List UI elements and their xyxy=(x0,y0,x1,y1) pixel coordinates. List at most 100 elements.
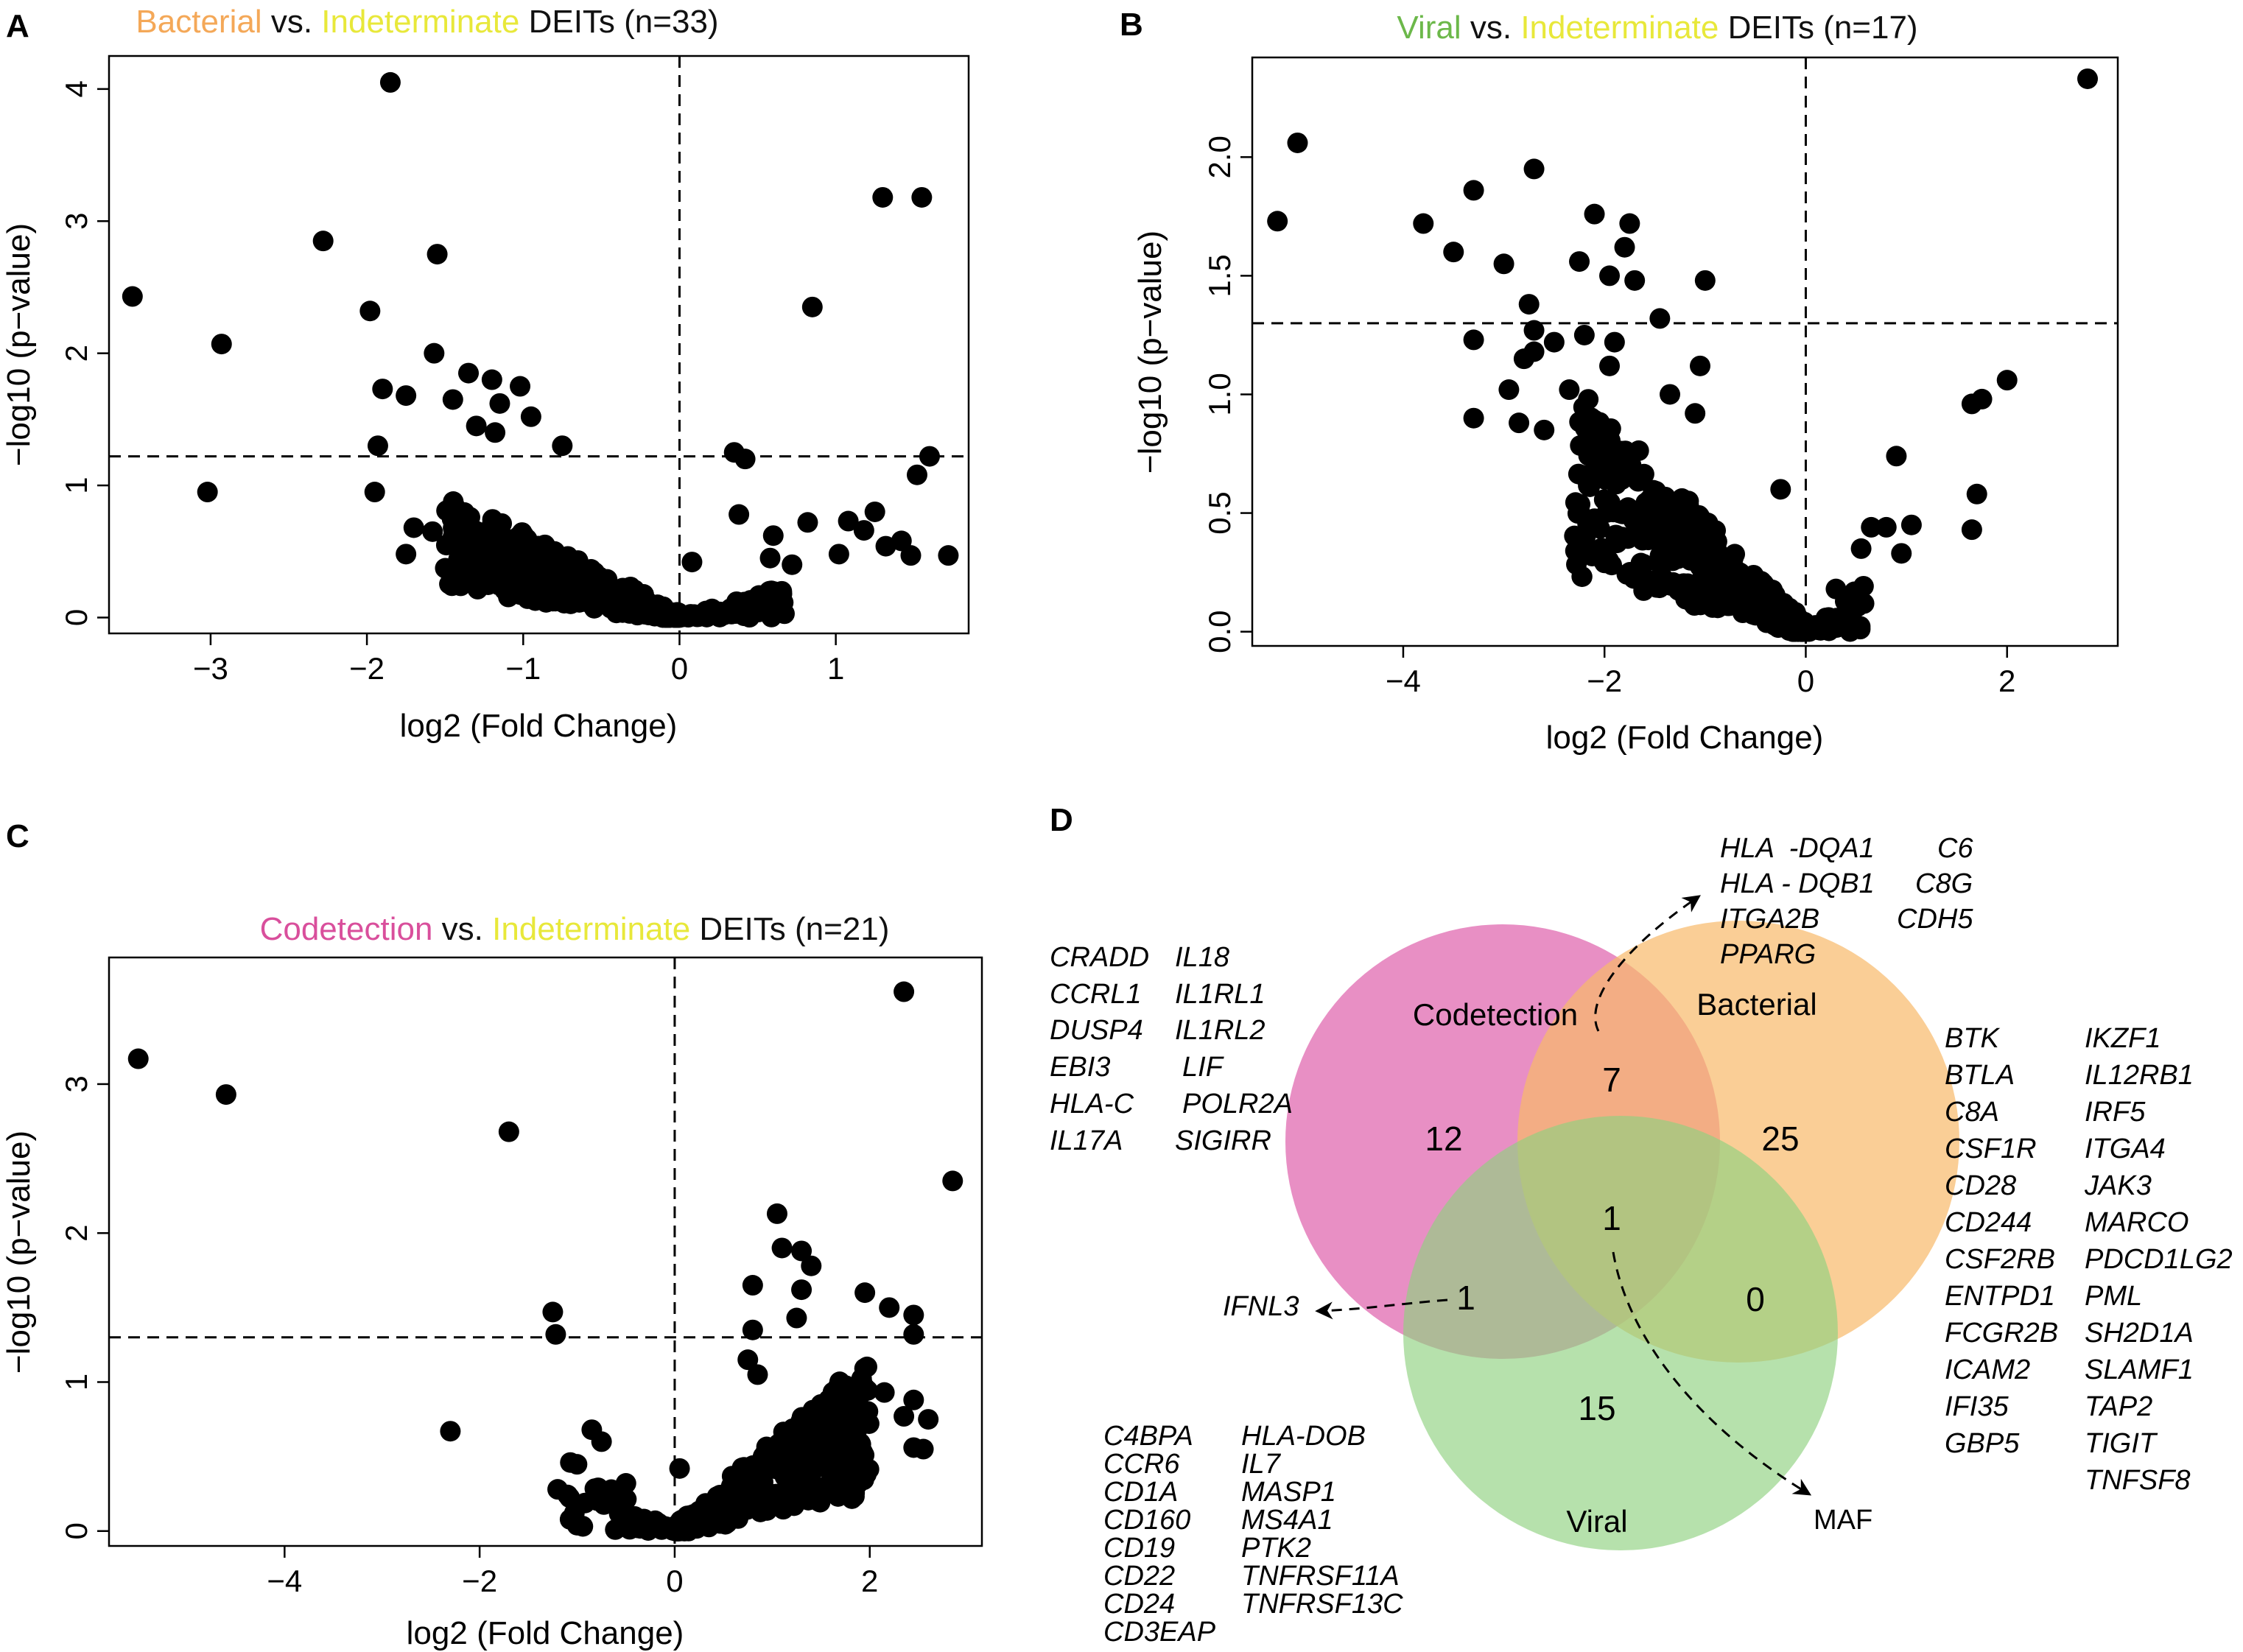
panel-label-b: B xyxy=(1120,7,1143,43)
data-point xyxy=(127,1048,149,1069)
data-point xyxy=(1443,242,1464,263)
gene: MS4A1 xyxy=(1241,1505,1333,1536)
gene-col: BTK BTLA C8A CSF1R CD28 CD244 CSF2RB ENT… xyxy=(1945,1023,2066,1459)
data-point xyxy=(681,1510,703,1531)
y-tick-label: 4 xyxy=(59,80,94,97)
data-point xyxy=(709,606,730,628)
gene: TAP2 xyxy=(2085,1391,2152,1422)
y-tick-label: 2 xyxy=(59,1225,94,1242)
gene: IL12RB1 xyxy=(2085,1060,2194,1091)
data-point xyxy=(312,231,334,252)
data-point xyxy=(1649,577,1670,599)
data-point xyxy=(1534,419,1555,440)
gene: PPARG xyxy=(1720,939,1816,970)
data-point xyxy=(617,582,638,603)
gene: CD28 xyxy=(1945,1170,2016,1201)
count-bacterial-viral: 0 xyxy=(1746,1280,1765,1318)
data-point xyxy=(622,1511,643,1532)
data-point xyxy=(1584,203,1605,225)
x-axis-label: log2 (Fold Change) xyxy=(400,708,678,744)
y-axis-label: −log10 (p−value) xyxy=(1,223,37,466)
data-point xyxy=(443,526,464,547)
count-codetection-only: 12 xyxy=(1425,1120,1462,1158)
data-point xyxy=(1585,457,1607,479)
title-part: vs. xyxy=(1461,10,1521,46)
title-part: DEITs (n=21) xyxy=(690,911,889,947)
x-tick-label: −4 xyxy=(1386,664,1421,698)
data-point xyxy=(454,502,475,523)
gene: SIGIRR xyxy=(1175,1125,1271,1156)
gene: CSF2RB xyxy=(1945,1244,2055,1275)
annotation-ifnl3: IFNL3 xyxy=(1223,1291,1299,1322)
gene: DUSP4 xyxy=(1050,1015,1143,1046)
data-point xyxy=(1624,270,1646,291)
data-point xyxy=(1573,324,1595,345)
data-point xyxy=(396,385,417,407)
data-point xyxy=(1614,463,1635,484)
data-point xyxy=(801,296,823,317)
panel-a-marks: −3 −2 −1 0 1 0 1 2 3 4 xyxy=(59,56,969,686)
x-axis-label: log2 (Fold Change) xyxy=(1546,720,1824,756)
data-point xyxy=(918,1409,939,1430)
count-viral-only: 15 xyxy=(1578,1389,1615,1427)
data-point xyxy=(824,1401,845,1422)
title-part: Bacterial xyxy=(136,4,261,40)
data-point xyxy=(773,1463,795,1484)
title-part: DEITs (n=33) xyxy=(519,4,718,40)
data-point xyxy=(494,579,516,600)
data-point xyxy=(1463,329,1484,351)
venn-label-bacterial: Bacterial xyxy=(1696,987,1816,1022)
data-point xyxy=(485,422,506,443)
data-point xyxy=(1601,555,1623,576)
data-point xyxy=(658,607,679,628)
x-tick-label: −2 xyxy=(1587,664,1622,698)
data-point xyxy=(450,575,471,597)
data-point xyxy=(1682,593,1704,614)
data-point xyxy=(211,334,232,355)
gene: SH2D1A xyxy=(2085,1318,2192,1349)
data-point xyxy=(1559,379,1580,401)
y-tick-label: 0.0 xyxy=(1202,610,1237,653)
data-point xyxy=(655,1516,676,1537)
data-point xyxy=(440,1421,461,1442)
data-point xyxy=(761,1447,782,1468)
gene: ICAM2 xyxy=(1945,1354,2030,1385)
gene: IL1RL1 xyxy=(1175,979,1266,1010)
gene-col: HLA-DOB IL7 MASP1 MS4A1 PTK2 TNFRSF11A T… xyxy=(1241,1421,1406,1620)
data-point xyxy=(1761,601,1782,622)
data-point xyxy=(1685,403,1706,424)
data-point xyxy=(782,1483,803,1505)
gene: CDH5 xyxy=(1897,904,1973,935)
data-point xyxy=(1694,270,1716,291)
data-point xyxy=(811,1417,832,1438)
data-point xyxy=(903,1389,924,1410)
panel-c-marks: −4 −2 0 2 0 1 2 3 xyxy=(59,957,982,1598)
gene-col: C4BPA CCR6 CD1A CD160 CD19 CD22 CD24 CD3… xyxy=(1103,1421,1216,1648)
gene: C8G xyxy=(1915,868,1973,899)
data-point xyxy=(1599,265,1621,287)
data-point xyxy=(806,1455,827,1476)
data-point xyxy=(1518,294,1540,315)
data-point xyxy=(737,1349,759,1371)
data-point xyxy=(1799,621,1820,642)
data-point xyxy=(762,525,784,546)
data-point xyxy=(1751,571,1772,592)
data-point xyxy=(1463,407,1484,429)
gene: IFI35 xyxy=(1945,1391,2009,1422)
data-point xyxy=(1267,211,1288,232)
gene: POLR2A xyxy=(1182,1089,1292,1120)
x-axis-label: log2 (Fold Change) xyxy=(407,1615,684,1651)
data-point xyxy=(791,1240,812,1262)
data-point xyxy=(791,1279,812,1301)
data-point xyxy=(1614,236,1635,258)
data-point xyxy=(1630,552,1651,574)
data-point xyxy=(514,565,536,586)
panel-c: C Codetection vs. Indeterminate DEITs (n… xyxy=(1,818,983,1651)
count-all-three: 1 xyxy=(1602,1199,1621,1237)
data-point xyxy=(1633,463,1654,485)
data-point xyxy=(894,981,915,1002)
title-part: Codetection xyxy=(260,911,433,947)
data-point xyxy=(403,517,424,538)
data-point xyxy=(1413,213,1434,234)
